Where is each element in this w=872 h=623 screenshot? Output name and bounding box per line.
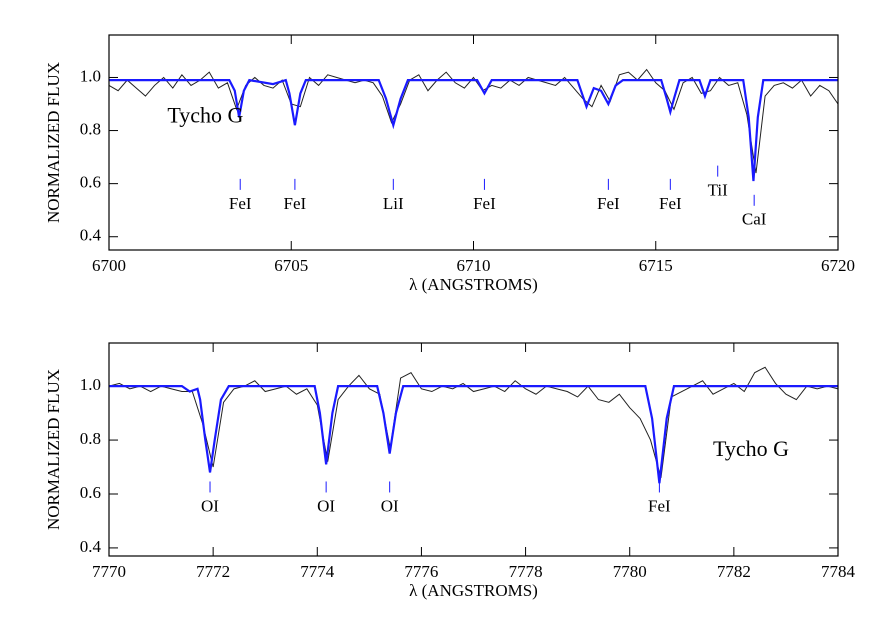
x-tick-label: 7780 xyxy=(613,562,647,581)
x-tick-label: 7782 xyxy=(717,562,751,581)
x-tick-label: 7774 xyxy=(300,562,335,581)
line-id-label: FeI xyxy=(229,194,252,213)
line-id-label: FeI xyxy=(597,194,620,213)
y-tick-label: 0.8 xyxy=(80,119,101,138)
x-tick-label: 7770 xyxy=(92,562,126,581)
x-tick-label: 6710 xyxy=(457,256,491,275)
x-tick-label: 7784 xyxy=(821,562,856,581)
y-tick-label: 0.4 xyxy=(80,537,102,556)
y-axis-label: NORMALIZED FLUX xyxy=(44,369,63,530)
spectrum-line xyxy=(109,385,838,484)
line-id-label: FeI xyxy=(648,496,671,515)
y-tick-label: 0.6 xyxy=(80,173,101,192)
x-tick-label: 6715 xyxy=(639,256,673,275)
x-axis-label: λ (ANGSTROMS) xyxy=(409,581,538,600)
y-axis-label: NORMALIZED FLUX xyxy=(44,62,63,223)
line-id-label: FeI xyxy=(284,194,307,213)
annotation: Tycho G xyxy=(713,436,789,461)
y-tick-label: 1.0 xyxy=(80,375,101,394)
x-tick-label: 7776 xyxy=(404,562,438,581)
y-tick-label: 0.8 xyxy=(80,429,101,448)
x-tick-label: 7778 xyxy=(509,562,543,581)
line-id-label: CaI xyxy=(742,210,767,229)
spectrum-line xyxy=(109,78,838,182)
x-tick-label: 6720 xyxy=(821,256,855,275)
line-id-label: LiI xyxy=(383,194,404,213)
plot-frame xyxy=(108,34,839,251)
line-id-label: OI xyxy=(201,496,219,515)
x-tick-label: 6705 xyxy=(274,256,308,275)
plot-frame xyxy=(108,342,839,557)
x-tick-label: 6700 xyxy=(92,256,126,275)
y-tick-label: 0.6 xyxy=(80,483,101,502)
line-id-label: OI xyxy=(381,496,399,515)
spectrum-line xyxy=(108,68,839,174)
line-id-label: OI xyxy=(317,496,335,515)
line-id-label: FeI xyxy=(659,194,682,213)
annotation: Tycho G xyxy=(167,102,243,127)
y-tick-label: 1.0 xyxy=(80,66,101,85)
x-axis-label: λ (ANGSTROMS) xyxy=(409,275,538,294)
line-id-label: FeI xyxy=(473,194,496,213)
spectrum-line xyxy=(108,366,839,478)
y-tick-label: 0.4 xyxy=(80,226,102,245)
line-id-label: TiI xyxy=(708,181,729,200)
x-tick-label: 7772 xyxy=(196,562,230,581)
